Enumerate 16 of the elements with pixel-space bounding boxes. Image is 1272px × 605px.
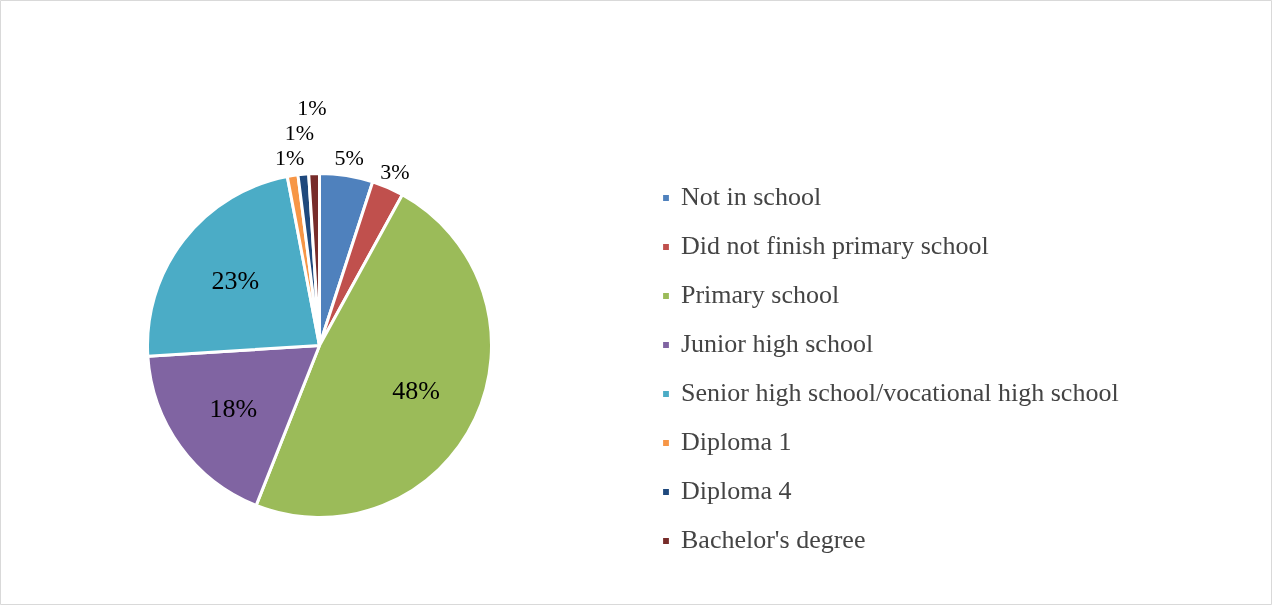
data-label: 18% [209, 393, 258, 423]
legend-label: Bachelor's degree [681, 525, 866, 555]
legend-label: Diploma 4 [681, 476, 792, 506]
legend-label: Diploma 1 [681, 427, 792, 457]
data-label: 1% [275, 145, 305, 171]
data-label: 5% [334, 145, 364, 171]
legend-label: Not in school [681, 182, 822, 212]
legend-label: Primary school [681, 280, 840, 310]
data-label: 23% [211, 265, 260, 295]
data-label: 1% [284, 119, 315, 145]
data-label: 48% [392, 376, 440, 406]
legend-label: Senior high school/vocational high school [681, 378, 1119, 408]
legend-label: Junior high school [681, 329, 874, 359]
legend-label: Did not finish primary school [681, 231, 989, 261]
data-label: 1% [297, 95, 327, 121]
data-label: 3% [380, 158, 410, 184]
